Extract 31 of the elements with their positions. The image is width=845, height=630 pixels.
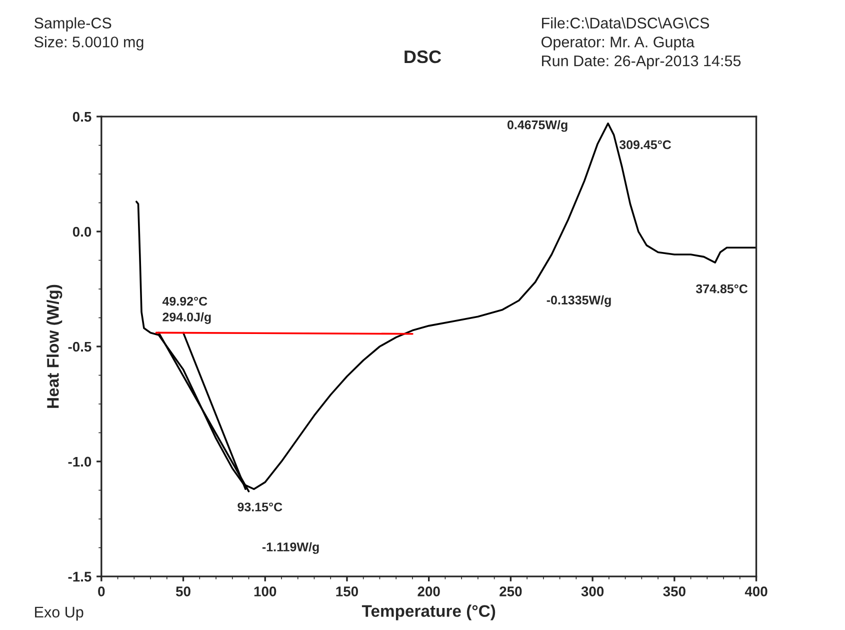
text: Run Date: 26-Apr-2013 14:55 bbox=[542, 55, 741, 70]
y-axis-title: Heat Flow (W/g) bbox=[46, 284, 62, 408]
y-tick-label: -1.0 bbox=[68, 456, 92, 467]
annotation: 294.0J/g bbox=[162, 312, 211, 324]
x-tick-label: 100 bbox=[254, 586, 276, 596]
annotation: 49.92°C bbox=[162, 296, 208, 306]
annotation: 0.4675W/g bbox=[507, 120, 568, 132]
y-tick-label: 0.5 bbox=[72, 112, 92, 122]
annotation: 374.85°C bbox=[696, 284, 748, 294]
x-tick-label: 250 bbox=[500, 586, 522, 596]
annotation: -0.1335W/g bbox=[546, 295, 611, 307]
y-tick-label: -1.5 bbox=[68, 572, 92, 582]
annotation: 93.15°C bbox=[238, 502, 282, 512]
x-tick-label: 150 bbox=[336, 586, 358, 596]
x-tick-label: 400 bbox=[744, 586, 768, 596]
x-tick-label: 350 bbox=[663, 586, 686, 596]
chart-title: DSC bbox=[404, 50, 442, 64]
text: Exo Up bbox=[35, 606, 84, 621]
x-tick-label: 0 bbox=[98, 586, 105, 596]
x-tick-label: 200 bbox=[418, 586, 440, 596]
text: Size: 5.0010 mg bbox=[34, 36, 144, 50]
y-tick-label: 0.0 bbox=[72, 226, 92, 237]
y-tick-label: -0.5 bbox=[68, 342, 92, 352]
text: File:C:\Data\DSC\AG\CS bbox=[542, 17, 710, 28]
x-tick-label: 50 bbox=[176, 586, 190, 596]
annotation: -1.119W/g bbox=[262, 542, 319, 554]
x-tick-label: 300 bbox=[581, 586, 604, 596]
x-axis-title: Temperature (°C) bbox=[362, 604, 496, 620]
text: Operator: Mr. A. Gupta bbox=[542, 36, 694, 50]
text: Sample-CS bbox=[34, 17, 112, 32]
annotation: 309.45°C bbox=[619, 140, 672, 150]
